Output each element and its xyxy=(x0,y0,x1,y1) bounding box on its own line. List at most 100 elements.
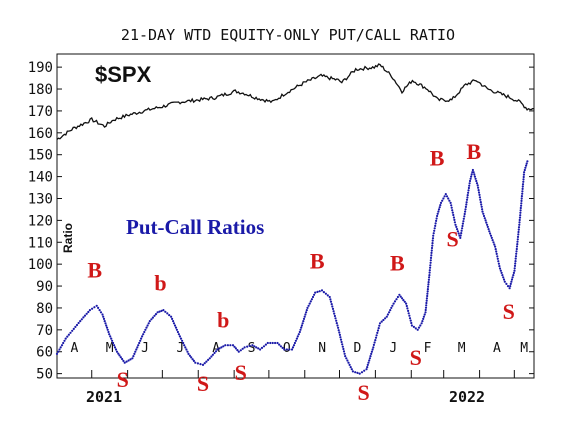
putcall-point xyxy=(283,348,286,351)
x-tick-label: M xyxy=(520,341,528,356)
putcall-point xyxy=(429,261,432,264)
putcall-point xyxy=(477,189,480,192)
putcall-point xyxy=(496,255,499,258)
putcall-point xyxy=(123,361,126,364)
putcall-point xyxy=(187,352,190,355)
putcall-point xyxy=(421,320,424,323)
putcall-point xyxy=(320,289,324,292)
y-tick-label: 80 xyxy=(36,301,53,317)
putcall-point xyxy=(305,309,308,312)
putcall-point xyxy=(108,333,111,336)
putcall-point xyxy=(147,322,150,325)
putcall-point xyxy=(473,173,476,176)
x-tick-label: M xyxy=(106,341,114,356)
putcall-point xyxy=(391,304,394,307)
putcall-point xyxy=(407,309,410,312)
putcall-point xyxy=(85,312,88,315)
putcall-series-label: Put-Call Ratios xyxy=(126,215,264,239)
putcall-point xyxy=(466,196,469,199)
signal-labels: B Sb Sb S B S B S B S B S xyxy=(87,139,514,405)
putcall-point xyxy=(452,216,455,219)
putcall-point xyxy=(395,298,398,301)
putcall-point xyxy=(342,350,346,353)
putcall-point xyxy=(188,354,191,357)
putcall-point xyxy=(521,183,525,186)
putcall-point xyxy=(518,218,521,222)
putcall-point xyxy=(456,230,459,233)
putcall-point xyxy=(343,352,346,355)
putcall-point xyxy=(257,347,260,350)
putcall-point xyxy=(429,264,432,267)
putcall-point xyxy=(360,371,364,374)
signal-label: B xyxy=(87,257,102,282)
year-label-2021: 2021 xyxy=(86,388,122,406)
putcall-point xyxy=(373,341,376,344)
putcall-point xyxy=(463,212,466,216)
putcall-point xyxy=(239,349,242,352)
putcall-point xyxy=(495,250,498,253)
putcall-point xyxy=(468,179,472,183)
putcall-point xyxy=(517,226,521,229)
putcall-point xyxy=(331,307,335,310)
putcall-point xyxy=(426,290,429,293)
signal-label: b xyxy=(154,270,166,295)
y-axis: 50 60 70 80 90 100 110 120 130 140 150 160 170 180 190 xyxy=(28,60,534,383)
x-tick-label: J xyxy=(141,341,149,356)
putcall-point xyxy=(305,311,308,314)
putcall-point xyxy=(459,236,462,239)
putcall-point xyxy=(306,306,309,309)
putcall-point xyxy=(311,295,315,299)
putcall-point xyxy=(60,344,64,347)
putcall-point xyxy=(269,341,272,345)
putcall-point xyxy=(203,362,206,365)
y-tick-label: 110 xyxy=(28,235,53,251)
putcall-point xyxy=(518,221,521,224)
signal-label: S xyxy=(357,380,369,405)
putcall-point xyxy=(372,346,375,349)
putcall-point xyxy=(97,306,100,309)
putcall-point xyxy=(410,324,413,327)
putcall-point xyxy=(370,350,373,353)
x-tick-label: F xyxy=(424,341,432,356)
putcall-point xyxy=(479,198,482,201)
putcall-point xyxy=(480,203,483,206)
putcall-point xyxy=(83,314,87,317)
putcall-point xyxy=(431,242,434,245)
putcall-point xyxy=(452,213,455,217)
putcall-point xyxy=(363,369,366,372)
putcall-point xyxy=(396,295,399,299)
putcall-point xyxy=(224,344,227,347)
putcall-point xyxy=(429,256,433,259)
putcall-point xyxy=(139,339,142,342)
signal-label: S xyxy=(235,360,247,385)
putcall-point xyxy=(503,280,506,283)
putcall-point xyxy=(213,351,216,355)
putcall-point xyxy=(523,168,526,172)
putcall-point xyxy=(448,199,451,202)
putcall-point xyxy=(141,335,144,338)
putcall-point xyxy=(522,178,525,181)
putcall-point xyxy=(495,252,498,255)
putcall-point xyxy=(222,345,225,348)
putcall-point xyxy=(218,347,221,350)
putcall-point xyxy=(386,313,389,316)
putcall-point xyxy=(484,219,487,222)
putcall-point xyxy=(508,287,511,290)
signal-label: B xyxy=(310,249,325,274)
y-tick-label: 190 xyxy=(28,60,53,76)
putcall-point xyxy=(522,175,525,179)
putcall-point xyxy=(519,206,522,210)
putcall-point xyxy=(376,331,379,334)
putcall-point xyxy=(150,318,153,321)
putcall-point xyxy=(389,309,392,312)
putcall-point xyxy=(494,248,497,251)
putcall-point xyxy=(370,352,373,355)
putcall-point xyxy=(427,281,430,284)
putcall-point xyxy=(95,304,98,307)
putcall-point xyxy=(414,327,417,330)
putcall-point xyxy=(58,348,61,351)
putcall-point xyxy=(515,252,518,255)
putcall-point xyxy=(105,326,109,329)
signal-label: S xyxy=(503,299,515,324)
putcall-point xyxy=(348,363,351,366)
